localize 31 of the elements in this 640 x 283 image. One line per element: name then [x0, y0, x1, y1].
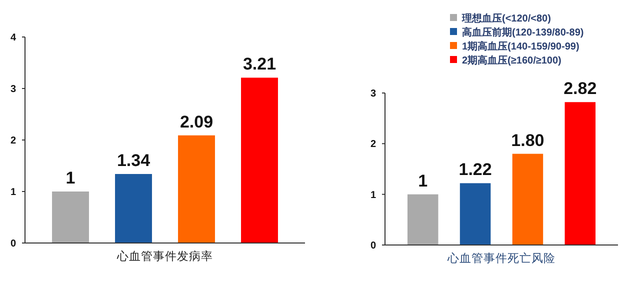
- data-label: 3.21: [242, 54, 276, 74]
- legend-label: 2期高血压(≥160/≥100): [462, 54, 562, 66]
- y-tick-label: 2: [370, 139, 376, 150]
- data-label: 2.09: [180, 112, 214, 132]
- y-tick-label: 0: [370, 240, 376, 252]
- legend-label: 1期高血压(140-159/90-99): [462, 40, 580, 52]
- y-tick-label: 1: [10, 187, 16, 198]
- bar: [407, 194, 438, 245]
- bar: [512, 154, 544, 245]
- data-label: 2.82: [564, 79, 597, 98]
- bar: [178, 135, 215, 243]
- x-axis-title: 心血管事件发病率: [116, 249, 213, 263]
- data-label: 1.22: [458, 160, 492, 180]
- y-tick-label: 0: [10, 238, 16, 250]
- bar: [241, 78, 278, 243]
- data-label: 1: [66, 168, 76, 188]
- y-tick-label: 3: [10, 84, 16, 95]
- bar: [52, 192, 89, 243]
- bar: [564, 102, 596, 245]
- bar: [460, 183, 491, 245]
- legend-label: 理想血压(<120/<80): [461, 12, 551, 24]
- y-tick-label: 1: [370, 190, 376, 201]
- legend-label: 高血压前期(120-139/80-89): [462, 26, 584, 38]
- data-label: 1.80: [511, 130, 544, 150]
- x-axis-title: 心血管事件死亡风险: [446, 251, 556, 265]
- data-label: 1: [418, 171, 428, 190]
- y-tick-label: 2: [10, 136, 16, 146]
- y-tick-label: 4: [10, 32, 16, 44]
- y-tick-label: 3: [370, 88, 376, 100]
- bar: [115, 174, 152, 243]
- data-label: 1.34: [116, 150, 151, 170]
